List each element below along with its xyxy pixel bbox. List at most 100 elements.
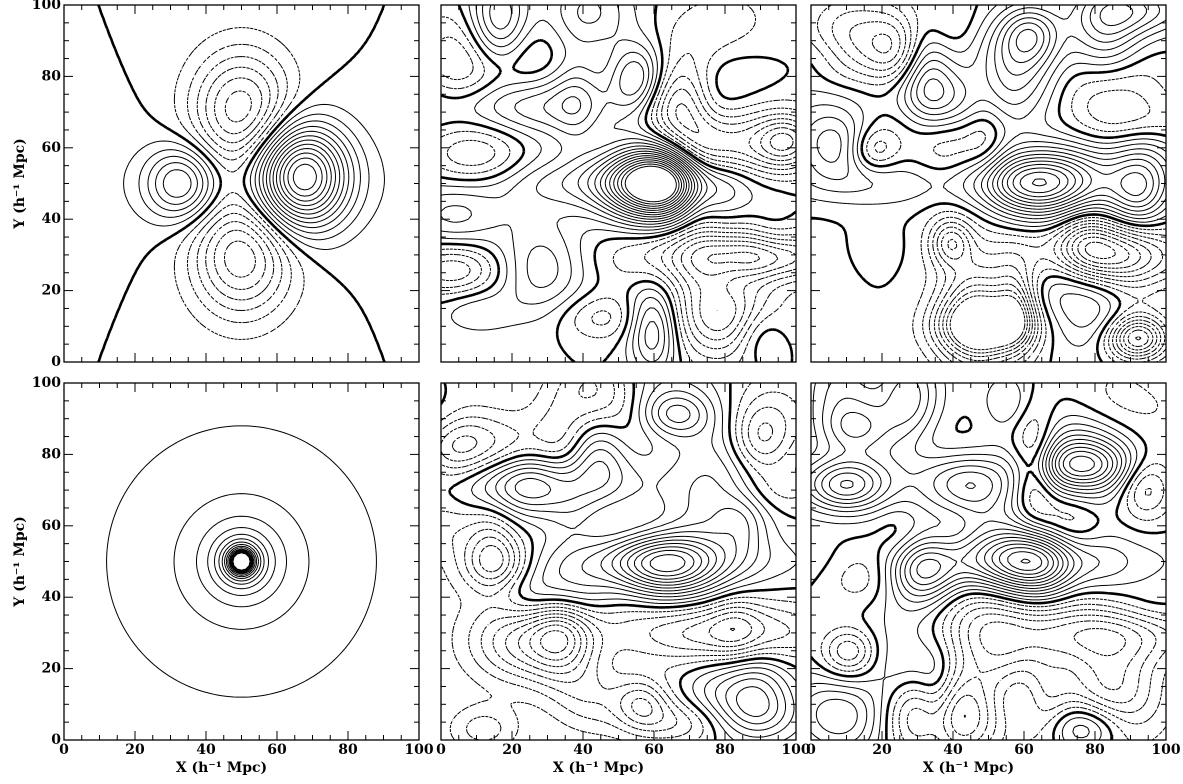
contour-line	[595, 151, 695, 217]
contour-line	[273, 140, 340, 214]
x-tick-label: 100	[781, 742, 810, 758]
x-tick-label: 20	[125, 742, 145, 758]
contour-field	[441, 383, 796, 740]
y-tick-label: 0	[51, 354, 61, 370]
contour-line	[441, 383, 789, 731]
contour-line	[107, 426, 377, 697]
x-tick-label: 100	[1151, 742, 1180, 758]
contour-line	[280, 148, 331, 205]
contour-line	[174, 494, 309, 630]
contour-group	[811, 5, 1166, 362]
contour-line	[174, 28, 304, 340]
x-tick-label: 100	[404, 742, 433, 758]
contour-line	[822, 443, 1113, 585]
contour-field	[98, 5, 384, 362]
contour-field	[811, 383, 1166, 740]
contour-line	[588, 149, 698, 219]
contour-line	[441, 5, 796, 362]
x-tick-label: 80	[338, 742, 358, 758]
contour-line	[610, 158, 687, 211]
x-tick-label: 60	[1014, 742, 1034, 758]
contour-group	[107, 426, 377, 697]
contour-line	[155, 126, 354, 227]
contour-line	[841, 451, 1102, 580]
contour-line	[441, 383, 796, 740]
contour-line	[811, 5, 1166, 346]
contour-line	[441, 383, 796, 740]
panel-frame	[810, 4, 1167, 363]
contour-line	[821, 383, 1166, 740]
contour-line	[628, 543, 709, 582]
contour-line	[605, 156, 689, 213]
contour-line	[612, 536, 725, 588]
contour-line	[224, 544, 258, 578]
contour-line	[288, 158, 322, 196]
x-tick-label: 0	[59, 742, 69, 758]
contour-group	[98, 5, 384, 362]
panel-frame	[810, 382, 1167, 741]
contour-line	[642, 550, 694, 575]
contour-line	[621, 164, 679, 204]
y-tick-label: 100	[32, 375, 61, 391]
contour-line	[811, 383, 1131, 740]
contour-line	[187, 44, 291, 322]
panel-frame	[63, 382, 420, 741]
y-tick-label: 60	[42, 140, 62, 156]
contour-line	[614, 160, 684, 209]
contour-line	[1007, 164, 1075, 200]
contour-line	[206, 67, 274, 300]
contour-line	[650, 555, 685, 572]
contour-line	[519, 621, 735, 667]
contour-line	[441, 76, 796, 349]
contour-line	[600, 153, 691, 214]
contour-line	[293, 164, 316, 190]
contour-line	[219, 539, 264, 585]
contour-line	[811, 5, 1166, 362]
contour-line	[811, 5, 1166, 219]
contour-field	[107, 426, 377, 697]
contour-line	[872, 34, 1157, 361]
x-tick-label: 80	[1085, 742, 1105, 758]
contour-line	[1013, 168, 1068, 197]
contour-field	[441, 5, 796, 362]
contour-line	[540, 631, 568, 653]
contour-line	[1021, 559, 1031, 563]
contour-line	[964, 629, 1125, 718]
contour-group	[441, 383, 796, 740]
contour-line	[515, 405, 769, 716]
contour-line	[471, 383, 796, 740]
y-tick-label: 80	[42, 68, 62, 84]
contour-line	[811, 5, 1166, 362]
contour-line	[441, 5, 717, 362]
x-tick-label: 40	[943, 742, 963, 758]
contour-line	[441, 5, 752, 362]
contour-line	[811, 383, 1164, 740]
contour-line	[924, 5, 1159, 212]
contour-line	[284, 153, 327, 201]
contour-line	[811, 383, 1122, 734]
contour-line	[950, 242, 1141, 350]
contour-line	[943, 233, 1153, 356]
contour-line	[233, 553, 250, 570]
contour-line	[231, 551, 251, 571]
contour-line	[496, 391, 786, 730]
contour-line	[196, 516, 286, 607]
x-tick-label: 0	[436, 742, 446, 758]
x-tick-label: 80	[715, 742, 735, 758]
contour-line	[224, 91, 255, 277]
x-tick-label: 20	[872, 742, 892, 758]
contour-line	[997, 29, 1146, 206]
contour-line	[229, 549, 254, 574]
contour-line	[811, 5, 1166, 327]
contour-line	[947, 237, 1149, 353]
contour-line	[452, 423, 772, 724]
x-tick-label: 60	[267, 742, 287, 758]
contour-line	[214, 78, 265, 290]
contour-line	[139, 114, 369, 240]
contour-line	[441, 383, 796, 740]
contour-line	[625, 166, 676, 202]
x-tick-label: 40	[573, 742, 593, 758]
y-tick-label: 60	[42, 518, 62, 534]
contour-line	[124, 104, 385, 249]
contour-line	[618, 162, 682, 206]
